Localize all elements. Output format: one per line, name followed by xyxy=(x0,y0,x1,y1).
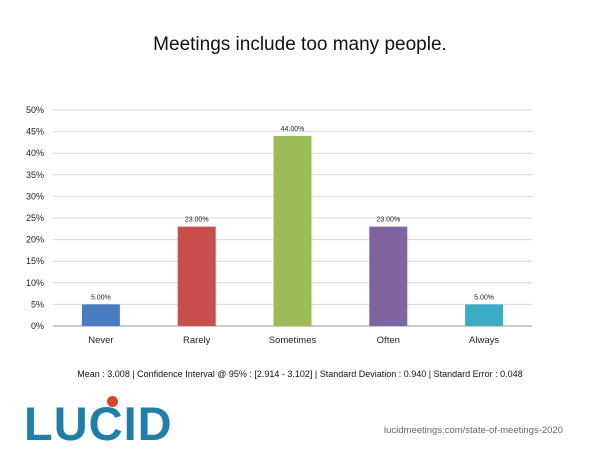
statistics-summary: Mean : 3.008 | Confidence Interval @ 95%… xyxy=(77,369,523,379)
y-tick-label: 0% xyxy=(31,321,44,331)
y-tick-label: 40% xyxy=(26,148,44,158)
data-label: 23.00% xyxy=(185,217,209,224)
bar xyxy=(81,304,120,326)
y-tick-label: 50% xyxy=(26,105,44,115)
bar-chart: 0% 5% 10% 15% 20% 25% 30% 35% 40% 45% 50% 5.00% Neve… xyxy=(26,105,532,346)
data-label: 5.00% xyxy=(474,294,494,301)
x-tick-label: Rarely xyxy=(183,335,211,346)
y-tick-label: 30% xyxy=(26,191,44,201)
logo-dot-icon xyxy=(107,396,118,407)
y-tick-label: 5% xyxy=(31,299,44,309)
x-tick-label: Always xyxy=(469,335,499,346)
y-tick-label: 25% xyxy=(26,213,44,223)
bar xyxy=(369,226,408,326)
y-tick-label: 20% xyxy=(26,235,44,245)
data-label: 44.00% xyxy=(281,126,305,133)
x-tick-label: Never xyxy=(88,335,113,346)
lucid-logo: LUCID xyxy=(24,397,173,450)
footer-url: lucidmeetings.com/state-of-meetings-2020 xyxy=(383,425,563,436)
data-label: 5.00% xyxy=(91,294,111,301)
bar xyxy=(177,226,216,326)
bar xyxy=(273,135,312,326)
y-tick-label: 15% xyxy=(26,256,44,266)
y-tick-label: 35% xyxy=(26,170,44,180)
bar xyxy=(465,304,504,326)
y-tick-label: 45% xyxy=(26,127,44,137)
x-tick-label: Often xyxy=(377,335,400,346)
chart-title: Meetings include too many people. xyxy=(153,34,447,55)
x-tick-label: Sometimes xyxy=(269,335,317,346)
data-label: 23.00% xyxy=(376,217,400,224)
y-tick-label: 10% xyxy=(26,278,44,288)
